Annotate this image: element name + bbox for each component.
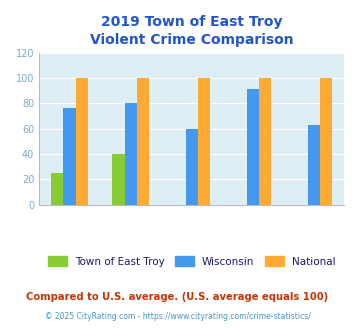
Bar bbox=[308, 125, 320, 205]
Legend: Town of East Troy, Wisconsin, National: Town of East Troy, Wisconsin, National bbox=[44, 252, 340, 271]
Bar bbox=[76, 78, 88, 205]
Bar bbox=[198, 78, 210, 205]
Title: 2019 Town of East Troy
Violent Crime Comparison: 2019 Town of East Troy Violent Crime Com… bbox=[90, 15, 294, 48]
Text: Compared to U.S. average. (U.S. average equals 100): Compared to U.S. average. (U.S. average … bbox=[26, 292, 329, 302]
Bar bbox=[247, 89, 259, 205]
Bar bbox=[320, 78, 332, 205]
Bar bbox=[112, 154, 125, 205]
Bar bbox=[137, 78, 149, 205]
Bar bbox=[259, 78, 271, 205]
Bar bbox=[64, 109, 76, 205]
Bar bbox=[51, 173, 64, 205]
Text: © 2025 CityRating.com - https://www.cityrating.com/crime-statistics/: © 2025 CityRating.com - https://www.city… bbox=[45, 312, 310, 321]
Bar bbox=[186, 129, 198, 205]
Bar bbox=[125, 103, 137, 205]
